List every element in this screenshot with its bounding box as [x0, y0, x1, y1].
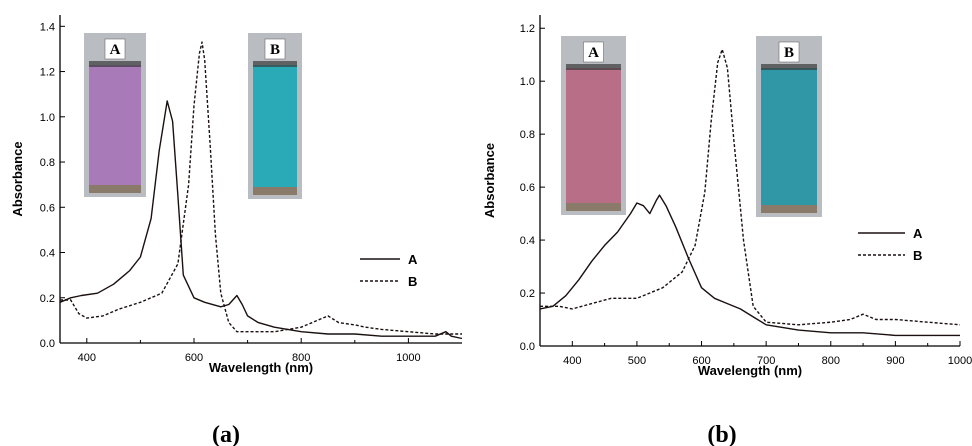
y-tick-label: 0.2	[40, 293, 55, 305]
y-tick-label: 0.2	[520, 288, 535, 300]
cuvette-label: B	[784, 45, 794, 61]
x-tick-label: 600	[185, 352, 203, 364]
legend-label-b: B	[408, 274, 417, 289]
y-axis-title: Absorbance	[482, 143, 497, 218]
x-tick-label: 400	[78, 352, 96, 364]
cuvette-liquid	[761, 68, 817, 205]
y-tick-label: 0.0	[40, 338, 55, 350]
cuvette-label-box	[264, 38, 286, 60]
cuvette-liquid	[89, 65, 141, 185]
x-tick-label: 400	[563, 355, 581, 367]
cuvette-label: A	[110, 42, 121, 58]
cuvette-label-box	[583, 41, 604, 63]
series-line-a	[59, 100, 463, 340]
y-tick-label: 0.8	[40, 157, 55, 169]
x-tick-label: 600	[692, 355, 710, 367]
y-tick-label: 1.0	[520, 76, 535, 88]
x-tick-label: 800	[292, 352, 310, 364]
cuvette-liquid	[253, 65, 297, 187]
x-tick-label: 1000	[948, 355, 972, 367]
y-tick-label: 1.4	[40, 21, 55, 33]
cuvette-meniscus	[253, 61, 297, 67]
x-tick-label: 800	[822, 355, 840, 367]
cuvette-label-box	[778, 41, 800, 63]
cuvette-base	[566, 203, 621, 211]
cuvette-base	[761, 205, 817, 213]
cuvette-inset-a: A	[84, 33, 146, 197]
cuvette-inset-b: B	[248, 33, 302, 199]
y-tick-label: 0.6	[40, 202, 55, 214]
cuvette-label: A	[588, 45, 599, 61]
cuvette-meniscus	[89, 61, 141, 67]
y-tick-label: 0.0	[520, 341, 535, 353]
y-tick-label: 1.2	[520, 23, 535, 35]
cuvette-inset-b: B	[756, 36, 822, 217]
panel-label: (b)	[707, 422, 736, 446]
cuvette-meniscus	[566, 64, 621, 70]
x-tick-label: 700	[757, 355, 775, 367]
series-line-a	[539, 194, 960, 337]
cuvette-inset-a: A	[561, 36, 626, 215]
legend-label-a: A	[913, 226, 923, 241]
x-axis-title: Wavelength (nm)	[209, 360, 313, 375]
y-tick-label: 0.4	[520, 235, 535, 247]
cuvette-meniscus	[761, 64, 817, 70]
x-tick-label: 1000	[396, 352, 420, 364]
y-tick-label: 0.6	[520, 182, 535, 194]
cuvette-label: B	[270, 42, 280, 58]
x-tick-label: 900	[886, 355, 904, 367]
y-tick-label: 0.8	[520, 129, 535, 141]
x-tick-label: 500	[628, 355, 646, 367]
x-axis-title: Wavelength (nm)	[698, 363, 802, 378]
series-line-b	[540, 48, 961, 326]
legend-label-a: A	[408, 252, 418, 267]
cuvette-liquid	[566, 68, 621, 203]
legend-label-b: B	[913, 248, 922, 263]
cuvette-base	[253, 187, 297, 195]
cuvette-label-box	[104, 38, 126, 60]
panel-label: (a)	[212, 422, 240, 446]
y-tick-label: 1.0	[40, 112, 55, 124]
y-tick-label: 1.2	[40, 67, 55, 79]
y-tick-label: 0.4	[40, 248, 55, 260]
y-axis-title: Absorbance	[10, 141, 25, 216]
cuvette-base	[89, 185, 141, 193]
